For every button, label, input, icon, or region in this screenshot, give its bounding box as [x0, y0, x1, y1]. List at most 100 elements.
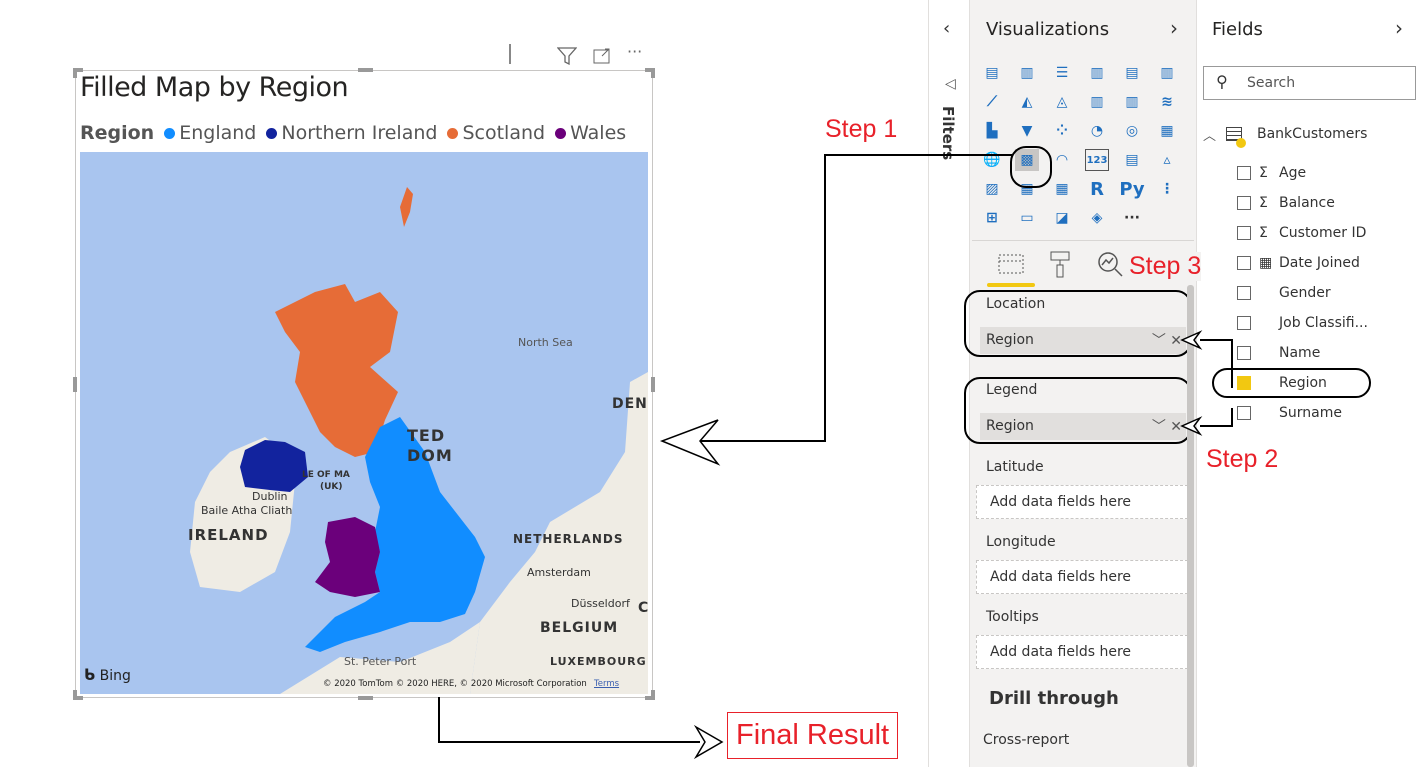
field-checkbox[interactable]: [1237, 286, 1251, 300]
terms-link[interactable]: Terms: [594, 679, 620, 689]
field-checkbox[interactable]: [1237, 316, 1251, 330]
analytics-tab[interactable]: [1097, 251, 1125, 277]
card-icon[interactable]: 123: [1085, 149, 1109, 171]
decomposition-tree-icon[interactable]: ⊞: [986, 210, 998, 226]
region-highlight: [1212, 368, 1371, 398]
legend-field-pill[interactable]: Region ﹀ ✕: [980, 413, 1186, 440]
table-name[interactable]: BankCustomers: [1257, 126, 1368, 142]
field-name: Surname: [1279, 405, 1342, 421]
expand-chevron-icon[interactable]: ︿: [1203, 129, 1217, 144]
more-options-icon[interactable]: ···: [627, 42, 643, 61]
longitude-drop-zone[interactable]: Add data fields here: [976, 560, 1188, 594]
wales-region: [315, 517, 380, 597]
ribbon-icon[interactable]: ≋: [1161, 94, 1173, 110]
line-column-icon[interactable]: ▥: [1090, 94, 1104, 110]
stacked-column-icon[interactable]: ▥: [1020, 65, 1034, 81]
key-influencers-icon[interactable]: ⋮: [1160, 181, 1174, 197]
100-bar-icon[interactable]: ▤: [1125, 65, 1139, 81]
map-label-luxembourg: LUXEMBOURG: [550, 655, 647, 668]
pill-controls[interactable]: ﹀ ✕: [1151, 419, 1182, 435]
map-label-uk: (UK): [320, 482, 343, 492]
field-item-job-classifi-[interactable]: Job Classifi...: [1237, 313, 1368, 333]
field-item-region[interactable]: Region: [1237, 373, 1327, 393]
fields-chevron-right-icon[interactable]: ›: [1395, 16, 1403, 40]
field-name: Balance: [1279, 195, 1335, 211]
qa-icon[interactable]: ▭: [1020, 210, 1034, 226]
continent-land: [470, 152, 648, 694]
latitude-drop-zone[interactable]: Add data fields here: [976, 485, 1188, 519]
matrix-icon[interactable]: ▦: [1055, 181, 1069, 197]
filters-pane-collapsed[interactable]: ‹ ◁ Filters: [928, 0, 970, 767]
line-clustered-icon[interactable]: ▥: [1125, 94, 1139, 110]
kpi-icon[interactable]: ▵: [1163, 152, 1171, 168]
fields-search-input[interactable]: ⚲ Search: [1203, 66, 1416, 100]
clustered-bar-icon[interactable]: ☰: [1055, 65, 1069, 81]
waterfall-icon[interactable]: ▙: [986, 123, 998, 139]
filter-funnel-icon: ◁: [945, 76, 956, 92]
field-type-icon: Σ: [1259, 165, 1268, 181]
gauge-icon[interactable]: ◠: [1056, 152, 1068, 168]
fields-tab[interactable]: [998, 252, 1024, 276]
field-item-age[interactable]: Σ Age: [1237, 163, 1306, 183]
latitude-well-label: Latitude: [986, 459, 1044, 475]
legend-item-scotland[interactable]: Scotland: [462, 122, 546, 144]
shape-map-icon[interactable]: ◪: [1055, 210, 1069, 226]
map-label-st-peter-port: St. Peter Port: [344, 655, 417, 668]
visualizations-title: Visualizations: [986, 19, 1110, 40]
viz-scrollbar[interactable]: [1187, 285, 1194, 767]
map-label-amsterdam: Amsterdam: [527, 566, 591, 579]
power-apps-icon[interactable]: ◈: [1091, 210, 1103, 226]
donut-icon[interactable]: ◎: [1125, 123, 1139, 139]
funnel-icon[interactable]: ▼: [1021, 123, 1033, 139]
tooltips-drop-zone[interactable]: Add data fields here: [976, 635, 1188, 669]
format-tab[interactable]: [1050, 250, 1072, 278]
collapse-chevron-left-icon[interactable]: ‹: [943, 18, 951, 39]
slicer-icon[interactable]: ▨: [985, 181, 999, 197]
python-visual-icon[interactable]: Py: [1119, 178, 1145, 200]
legend-item-northern-ireland[interactable]: Northern Ireland: [281, 122, 438, 144]
line-icon[interactable]: ⟋: [987, 94, 997, 110]
field-checkbox[interactable]: [1237, 226, 1251, 240]
map-icon[interactable]: 🌐: [983, 152, 1001, 168]
field-checkbox[interactable]: [1237, 196, 1251, 210]
search-placeholder: Search: [1247, 75, 1296, 91]
field-checkbox[interactable]: [1237, 166, 1251, 180]
map-canvas[interactable]: North Sea DEN TED DOM LE OF MA (UK) Dubl…: [80, 152, 648, 694]
map-label-den: DEN: [612, 396, 648, 412]
field-type-icon: ▦: [1259, 255, 1273, 271]
legend-item-wales[interactable]: Wales: [570, 122, 627, 144]
search-icon: ⚲: [1216, 72, 1228, 91]
map-label-netherlands: NETHERLANDS: [513, 532, 624, 546]
scatter-icon[interactable]: ⁘: [1056, 123, 1068, 139]
multi-row-card-icon[interactable]: ▤: [1125, 152, 1139, 168]
field-checkbox[interactable]: [1237, 256, 1251, 270]
cross-report-label: Cross-report: [983, 732, 1070, 748]
focus-mode-icon[interactable]: [593, 47, 611, 65]
field-item-gender[interactable]: Gender: [1237, 283, 1331, 303]
pill-controls[interactable]: ﹀ ✕: [1151, 333, 1182, 349]
field-item-balance[interactable]: Σ Balance: [1237, 193, 1335, 213]
field-checkbox[interactable]: [1237, 346, 1251, 360]
chevron-right-icon[interactable]: ›: [1170, 16, 1178, 40]
field-name: Job Classifi...: [1279, 315, 1368, 331]
stacked-area-icon[interactable]: ◬: [1056, 94, 1068, 110]
more-visuals-icon[interactable]: ···: [1124, 210, 1140, 226]
100-column-icon[interactable]: ▥: [1160, 65, 1174, 81]
field-item-customer-id[interactable]: Σ Customer ID: [1237, 223, 1366, 243]
field-item-surname[interactable]: Surname: [1237, 403, 1342, 423]
legend-item-england[interactable]: England: [179, 122, 257, 144]
field-item-name[interactable]: Name: [1237, 343, 1320, 363]
clustered-column-icon[interactable]: ▥: [1090, 65, 1104, 81]
filter-icon[interactable]: [557, 47, 577, 65]
pie-icon[interactable]: ◔: [1090, 123, 1104, 139]
filters-label[interactable]: Filters: [939, 106, 957, 161]
r-visual-icon[interactable]: R: [1090, 178, 1104, 200]
field-checkbox[interactable]: [1237, 376, 1251, 390]
field-item-date-joined[interactable]: ▦ Date Joined: [1237, 253, 1360, 273]
field-checkbox[interactable]: [1237, 406, 1251, 420]
treemap-icon[interactable]: ▦: [1160, 123, 1174, 139]
stacked-bar-icon[interactable]: ▤: [985, 65, 999, 81]
info-icon[interactable]: [509, 44, 515, 64]
field-name: Name: [1279, 345, 1321, 361]
area-icon[interactable]: ◭: [1021, 94, 1033, 110]
